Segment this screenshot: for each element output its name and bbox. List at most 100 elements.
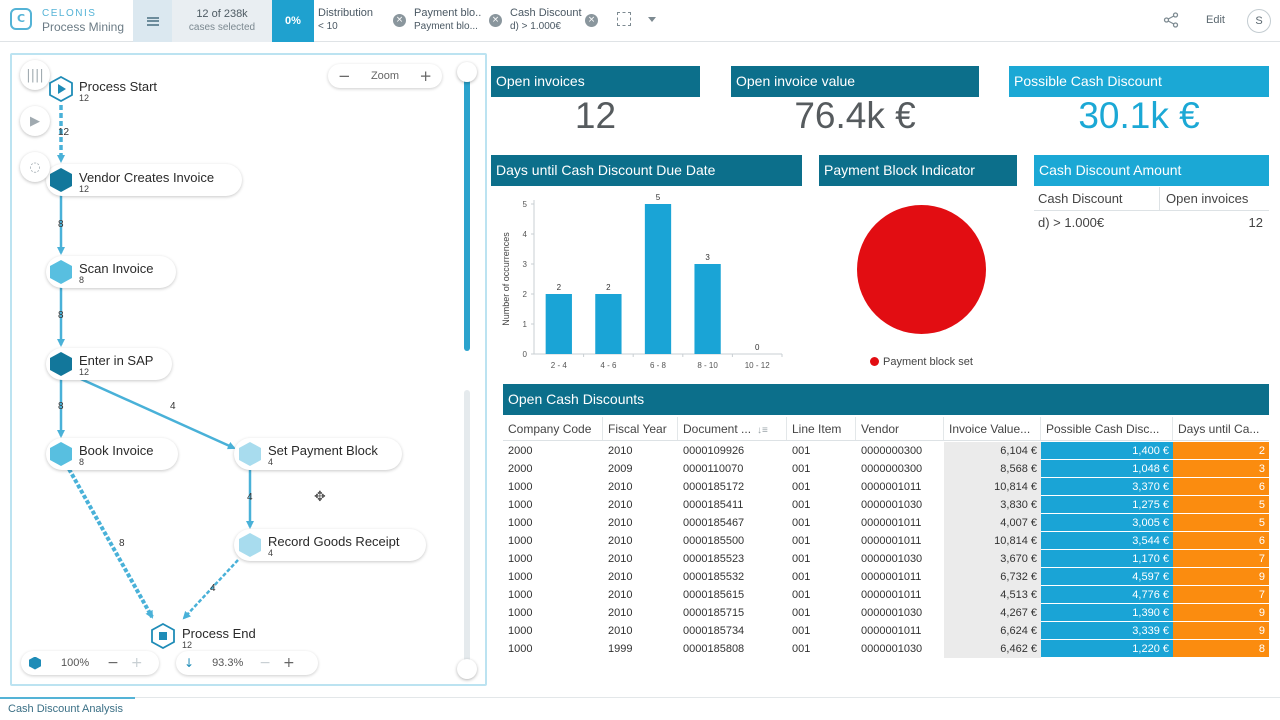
process-end-icon[interactable] (151, 623, 175, 649)
table-cell: 0000001030 (861, 607, 923, 619)
pie-legend[interactable]: Payment block set (870, 356, 973, 368)
table-row[interactable]: 1000 2010 0000185715 001 0000001030 4,267 €1,… (503, 604, 1269, 622)
connections-minus-button[interactable]: − (259, 655, 271, 671)
connections-slider-handle[interactable] (457, 659, 477, 679)
edge-book-end (67, 468, 154, 619)
node-set-payment-block[interactable] (234, 438, 402, 470)
activities-slider-fill[interactable] (464, 73, 470, 351)
table-cell: 001 (792, 445, 811, 457)
hamburger-icon (146, 16, 159, 26)
remove-filter-icon[interactable]: × (393, 14, 406, 27)
legend-swatch-icon (870, 357, 879, 366)
column-header[interactable]: Days until Ca... (1178, 422, 1260, 436)
connections-plus-button[interactable]: + (283, 655, 295, 671)
edit-button[interactable]: Edit (1206, 14, 1225, 26)
activity-count: 4 (268, 457, 274, 467)
tab-bar-divider (0, 697, 1280, 698)
activity-hexagon-icon (239, 442, 261, 466)
table-row[interactable]: 1000 2010 0000185532 001 0000001011 6,732 €4,… (503, 568, 1269, 586)
kpi-possible-cash-discount-value: 30.1k € (1078, 95, 1200, 136)
filter-payment-block[interactable]: Payment blo... Payment blo... (414, 7, 482, 37)
column-header-document[interactable]: Document ... ↓≡ (678, 417, 787, 440)
table-cell: d) > 1.000€ (1038, 215, 1105, 230)
column-header[interactable]: Vendor (856, 417, 944, 440)
table-row[interactable]: 1000 2010 0000185615 001 0000001011 4,513 €4,… (503, 586, 1269, 604)
table-cell: 001 (792, 571, 811, 583)
zoom-out-button[interactable]: − (338, 67, 351, 85)
table-row[interactable]: 1000 2010 0000185467 001 0000001011 4,007 €3,… (503, 514, 1269, 532)
column-header[interactable]: Line Item (787, 417, 856, 440)
edge-count: 8 (119, 538, 125, 549)
table-row[interactable]: 2000 2009 0000110070 001 0000000300 8,568 €1,… (503, 460, 1269, 478)
process-start-icon[interactable] (49, 76, 73, 102)
table-row[interactable]: 1000 1999 0000185808 001 0000001030 6,462 €1,… (503, 640, 1269, 658)
table-row[interactable]: 1000 2010 0000185172 001 0000001011 10,814 €3… (503, 478, 1269, 496)
table-cell: 2010 (608, 589, 633, 601)
tally-icon[interactable]: |||| (20, 60, 50, 90)
node-label-enter-sap: Enter in SAP 12 (79, 353, 153, 377)
column-header[interactable]: Open invoices (1159, 187, 1269, 210)
user-avatar[interactable]: S (1247, 9, 1271, 33)
table-cell: 3,670 € (944, 550, 1041, 568)
activity-count: 8 (79, 457, 85, 467)
process-explorer[interactable]: 12 8 8 8 4 4 8 4 Process Start 12 Vendor… (10, 53, 487, 686)
zoom-in-button[interactable]: + (419, 67, 432, 85)
edge-enter-paymentblock (71, 373, 236, 450)
table-cell: 6,462 € (944, 640, 1041, 658)
side-toolbar: |||| ▶ ◌ (20, 60, 54, 198)
days-until-bar-chart[interactable]: 0 1 2 3 4 5 Number of occurrences 2 2 - 4 2 4 - 6 5… (492, 192, 792, 377)
share-icon[interactable] (1163, 12, 1179, 28)
remove-filter-icon[interactable]: × (489, 14, 502, 27)
node-vendor-creates-invoice[interactable] (46, 164, 242, 196)
table-cell: 001 (792, 625, 811, 637)
table-cell: 10,814 € (944, 532, 1041, 550)
activity-name: Record Goods Receipt (268, 534, 400, 549)
table-cell: 001 (792, 517, 811, 529)
filter-title: Cash Discount (510, 7, 582, 19)
activities-slider-handle[interactable] (457, 62, 477, 82)
table-row[interactable]: 2000 2010 0000109926 001 0000000300 6,104 €1,… (503, 442, 1269, 460)
table-cell: 0000185172 (683, 481, 745, 493)
legend-label: Payment block set (883, 356, 973, 368)
filter-cash-discount[interactable]: Cash Discount d) > 1.000€ (510, 7, 582, 37)
filter-value: Payment blo... (414, 21, 478, 32)
selection-tool-icon[interactable] (617, 12, 631, 26)
selection-summary[interactable]: 12 of 238k cases selected (172, 0, 272, 42)
table-row[interactable]: 1000 2010 0000185411 001 0000001030 3,830 €1,… (503, 496, 1269, 514)
chart-cash-discount-amount-title: Cash Discount Amount (1034, 155, 1269, 186)
table-row[interactable]: 1000 2010 0000185500 001 0000001011 10,814 €3… (503, 532, 1269, 550)
remove-filter-icon[interactable]: × (585, 14, 598, 27)
table-row[interactable]: 1000 2010 0000185734 001 0000001011 6,624 €3,… (503, 622, 1269, 640)
node-label-vendor: Vendor Creates Invoice 12 (79, 170, 214, 194)
table-row[interactable]: 1000 2010 0000185523 001 0000001030 3,670 €1,… (503, 550, 1269, 568)
sort-icon[interactable]: ↓≡ (757, 425, 768, 436)
bar-8-10 (694, 264, 721, 354)
column-header[interactable]: Invoice Value... (944, 417, 1041, 440)
column-header[interactable]: Fiscal Year (603, 417, 678, 440)
activities-minus-button[interactable]: − (107, 655, 119, 671)
activity-count: 12 (79, 367, 90, 377)
hide-icon[interactable]: ◌ (20, 152, 50, 182)
activities-plus-button[interactable]: + (130, 655, 143, 671)
table-cell: 0000001011 (861, 625, 922, 637)
column-header[interactable]: Possible Cash Disc... (1041, 417, 1173, 440)
tab-cash-discount-analysis[interactable]: Cash Discount Analysis (0, 697, 135, 720)
chevron-down-icon[interactable] (648, 17, 656, 22)
column-header[interactable]: Company Code (503, 417, 603, 440)
top-bar: C CELONIS Process Mining 12 of 238k case… (0, 0, 1280, 42)
payment-block-pie-slice[interactable] (857, 205, 986, 334)
node-record-goods-receipt[interactable] (234, 529, 426, 561)
table-cell: 2010 (608, 535, 633, 547)
open-cash-discounts-table: Company Code Fiscal Year Document ... ↓≡ … (503, 417, 1269, 658)
table-row[interactable]: d) > 1.000€ 12 (1034, 211, 1269, 235)
menu-button[interactable] (133, 0, 172, 42)
table-cell: 2000 (508, 463, 533, 475)
table-cell: 2010 (608, 517, 633, 529)
table-cell: 001 (792, 535, 811, 547)
table-header-row: Cash Discount Open invoices (1034, 187, 1269, 211)
connections-slider-track[interactable] (464, 390, 470, 668)
play-icon[interactable]: ▶ (20, 106, 50, 136)
node-label-goods-receipt: Record Goods Receipt 4 (268, 534, 400, 558)
column-header[interactable]: Cash Discount (1038, 191, 1123, 206)
filter-distribution[interactable]: Distribution < 10 (318, 7, 390, 37)
